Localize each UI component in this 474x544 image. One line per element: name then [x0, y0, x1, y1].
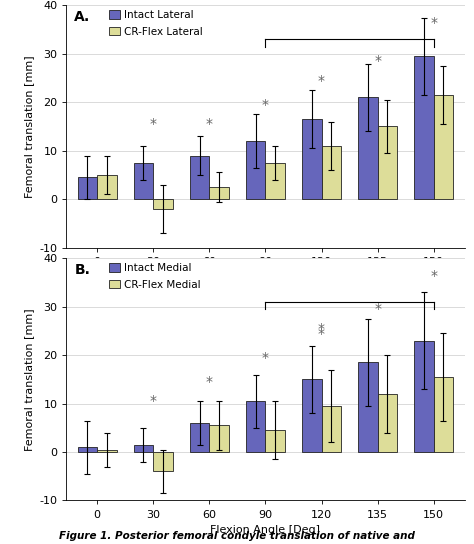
Text: B.: B. [74, 263, 90, 277]
Bar [210, 187, 229, 199]
Bar [378, 127, 397, 199]
X-axis label: Flexion Angle [Deg]: Flexion Angle [Deg] [210, 525, 320, 535]
Bar [358, 97, 378, 199]
Bar [302, 119, 321, 199]
Bar [434, 377, 453, 452]
Text: *: * [262, 98, 269, 112]
Text: *: * [150, 118, 157, 131]
Bar [97, 175, 117, 199]
Bar [97, 450, 117, 452]
Bar [153, 199, 173, 209]
Bar [134, 163, 153, 199]
Text: *: * [318, 74, 325, 88]
Bar [321, 146, 341, 199]
Text: A.: A. [74, 10, 91, 24]
Text: *: * [430, 16, 437, 30]
Bar [210, 425, 229, 452]
Y-axis label: Femoral translation [mm]: Femoral translation [mm] [24, 55, 34, 198]
Text: *: * [262, 351, 269, 365]
Bar [302, 380, 321, 452]
Text: *: * [206, 375, 213, 389]
Bar [265, 163, 285, 199]
Bar [358, 362, 378, 452]
Text: *: * [374, 302, 381, 317]
Y-axis label: Femoral translation [mm]: Femoral translation [mm] [24, 308, 34, 451]
Text: *: * [318, 322, 325, 336]
Bar [153, 452, 173, 472]
Bar [321, 406, 341, 452]
Bar [434, 95, 453, 199]
Text: *: * [150, 394, 157, 409]
Bar [78, 447, 97, 452]
Bar [190, 423, 210, 452]
Bar [414, 56, 434, 199]
Text: *: * [206, 118, 213, 131]
Bar [246, 141, 265, 199]
Bar [378, 394, 397, 452]
Bar [190, 156, 210, 199]
Text: *: * [318, 327, 325, 341]
Bar [78, 177, 97, 199]
Text: *: * [430, 269, 437, 283]
Legend: Intact Lateral, CR-Flex Lateral: Intact Lateral, CR-Flex Lateral [108, 8, 205, 39]
Text: Figure 1. Posterior femoral condyle translation of native and: Figure 1. Posterior femoral condyle tran… [59, 531, 415, 541]
Bar [265, 430, 285, 452]
Legend: Intact Medial, CR-Flex Medial: Intact Medial, CR-Flex Medial [108, 261, 203, 292]
X-axis label: Flexion Angle [Deg]: Flexion Angle [Deg] [210, 272, 320, 282]
Bar [246, 401, 265, 452]
Text: *: * [374, 54, 381, 69]
Bar [414, 341, 434, 452]
Bar [134, 445, 153, 452]
